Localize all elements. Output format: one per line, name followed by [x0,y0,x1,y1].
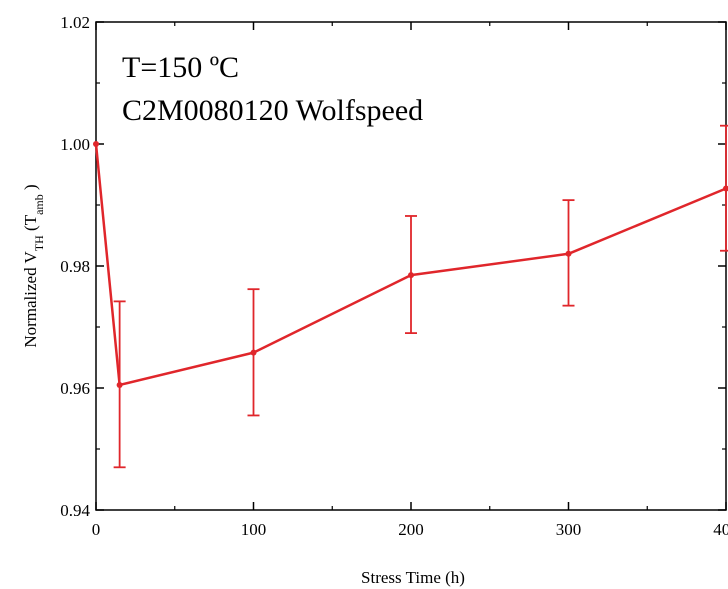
y-tick-label: 1.02 [60,13,90,32]
annotation-device: C2M0080120 Wolfspeed [122,94,423,127]
y-axis-title-suffix: ) [21,184,40,194]
data-point [565,250,572,257]
plot-frame [95,21,727,511]
series-layer [93,124,728,469]
x-tick-label: 0 [92,520,101,539]
data-point [250,349,257,356]
y-tick-label: 1.00 [60,135,90,154]
y-axis-title-mid: (T [21,214,40,235]
data-point [408,272,414,279]
y-axis-title-sub-amb: amb [32,194,46,215]
y-tick-label: 0.98 [60,257,90,276]
data-point [116,381,123,388]
x-tick-label: 300 [556,520,582,539]
x-tick-label: 100 [241,520,267,539]
y-tick-label: 0.96 [60,379,90,398]
x-tick-label: 200 [398,520,424,539]
series-line [94,143,727,387]
data-point [93,141,99,147]
annotation-temperature: T=150 ºC [122,51,239,84]
y-axis-title-prefix: Normalized V [21,250,40,347]
y-axis-title-sub-th: TH [32,235,46,251]
x-axis-title: Stress Time (h) [361,568,465,587]
y-axis-title: Normalized VTH (Tamb ) [21,184,46,347]
ticks-layer: 0 100 200 300 400 0.94 0.96 0.98 1.00 1.02 [60,13,728,539]
y-tick-label: 0.94 [60,501,90,520]
data-point [723,185,728,192]
x-tick-label: 400 [713,520,728,539]
